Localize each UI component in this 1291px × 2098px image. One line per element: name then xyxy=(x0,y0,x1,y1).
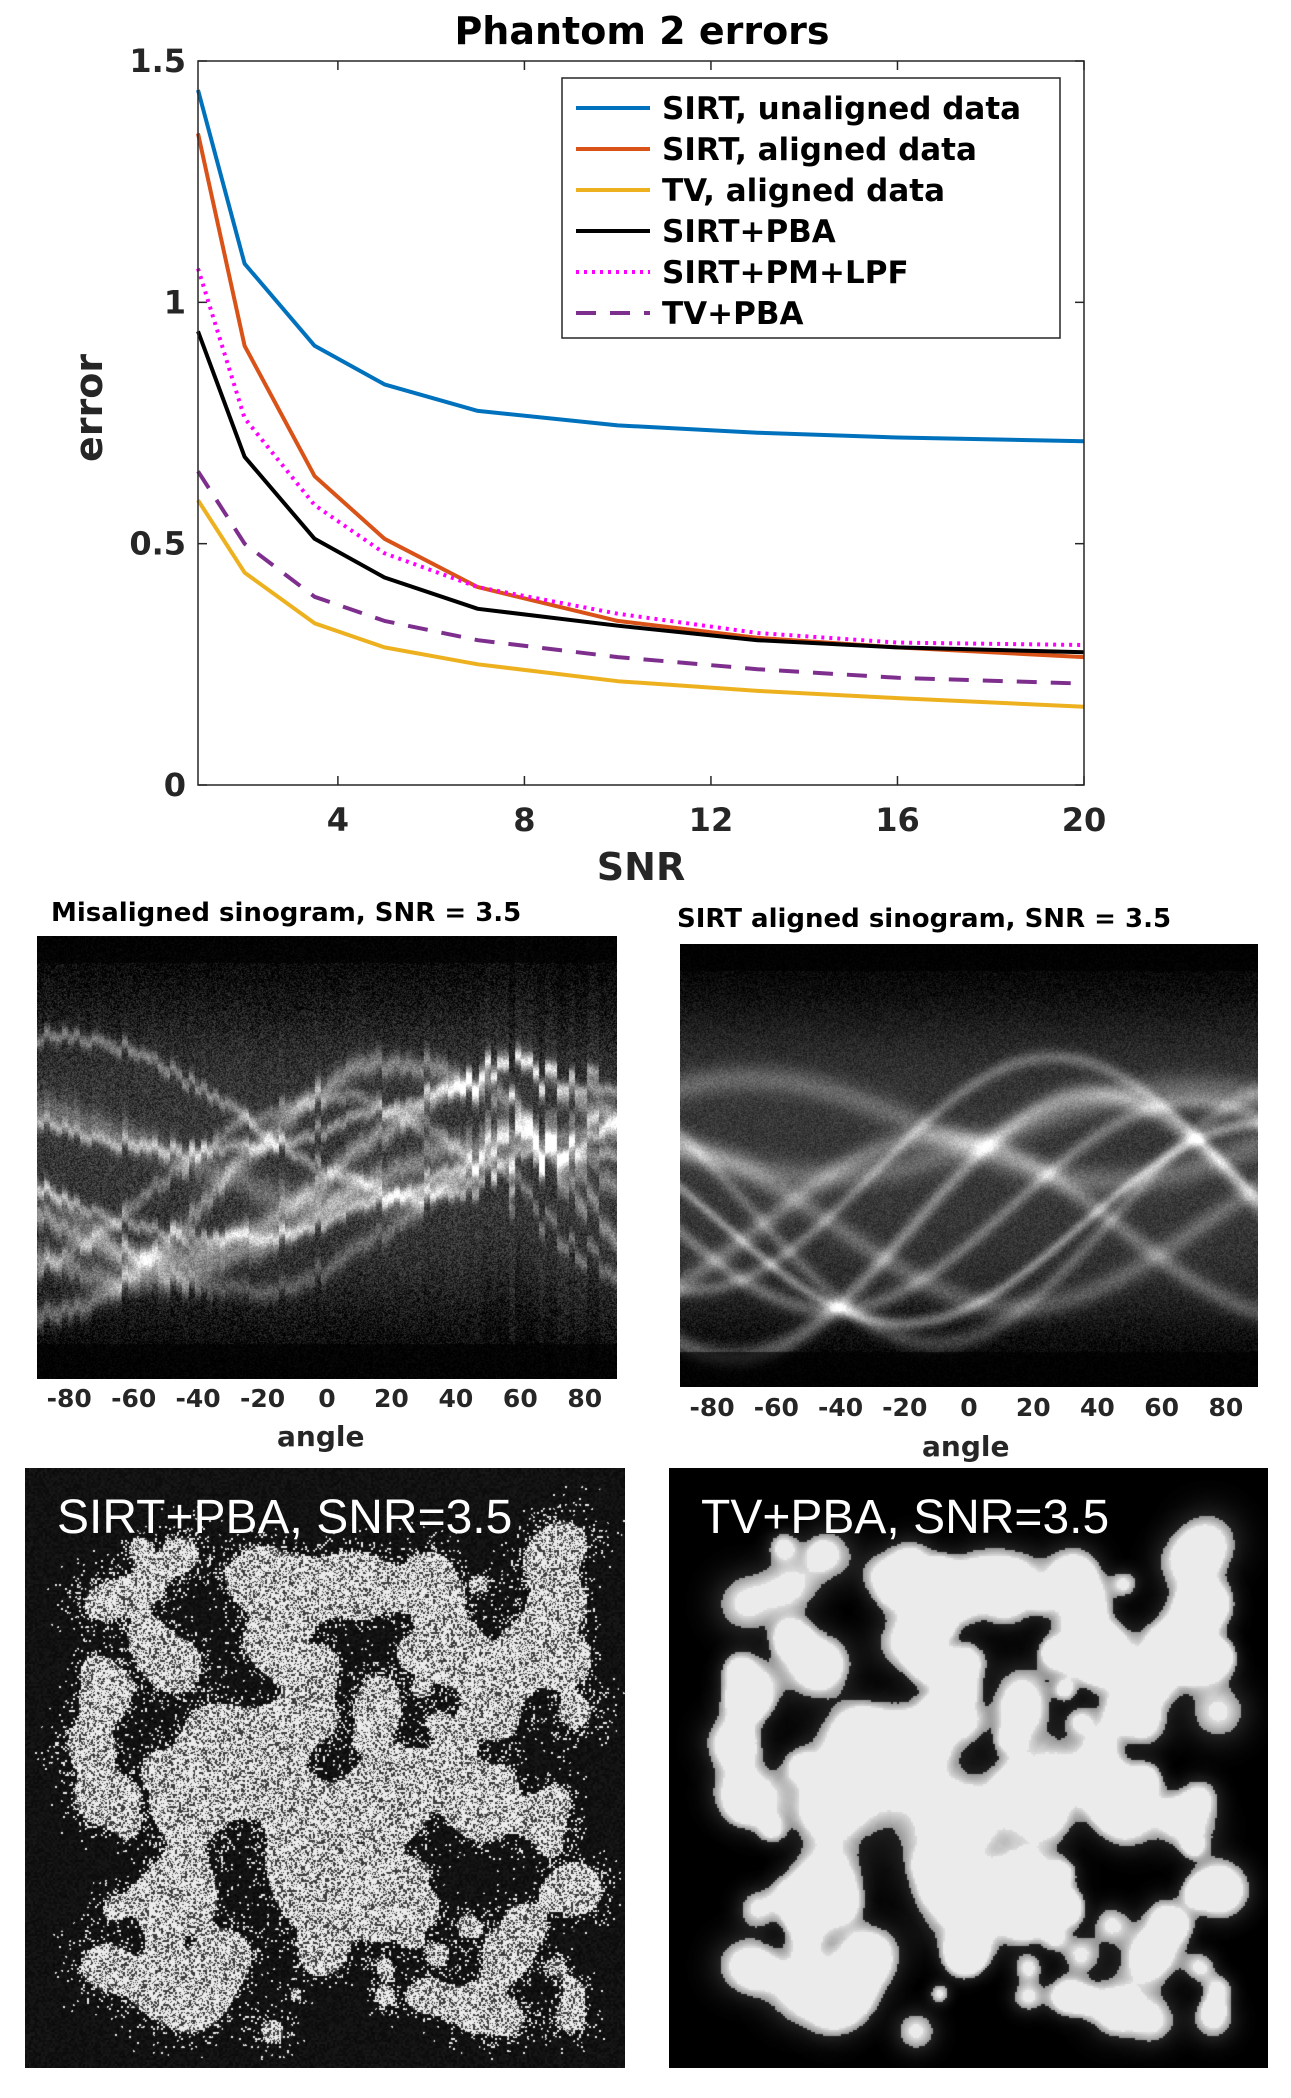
angle-tick-label: -40 xyxy=(817,1393,864,1422)
reconstruction-sirt-pba: SIRT+PBA, SNR=3.5 xyxy=(25,1468,625,2068)
sinogram-left-xlabel: angle xyxy=(277,1420,365,1453)
series-line-6 xyxy=(196,470,1085,686)
legend: SIRT, unaligned data SIRT, aligned data TV… xyxy=(561,77,1061,339)
error-chart: Phantom 2 errors error SNR 4 8 12 16 20 0 0.5 1… xyxy=(0,0,1291,890)
reconstruction-sirt-pba-canvas xyxy=(25,1468,625,2068)
legend-box xyxy=(561,77,1061,339)
angle-tick-label: 40 xyxy=(438,1384,474,1413)
y-tick-label: 0.5 xyxy=(129,525,186,563)
x-tick-label: 16 xyxy=(875,801,920,839)
legend-label: SIRT+PM+LPF xyxy=(662,255,909,291)
reconstruction-tv-pba-label: TV+PBA, SNR=3.5 xyxy=(701,1491,1110,1544)
y-axis-label: error xyxy=(67,354,111,462)
series-line-5 xyxy=(196,267,1085,647)
angle-tick-label: 60 xyxy=(502,1384,538,1413)
angle-tick-label: 60 xyxy=(1144,1393,1180,1422)
angle-tick-label: -80 xyxy=(46,1384,92,1413)
legend-label: SIRT, aligned data xyxy=(662,132,977,168)
series-line-4 xyxy=(196,330,1085,655)
y-tick-label: 0 xyxy=(164,766,186,804)
series-line-1 xyxy=(196,89,1085,444)
legend-label: TV, aligned data xyxy=(662,173,945,209)
reconstruction-sirt-pba-label: SIRT+PBA, SNR=3.5 xyxy=(57,1491,513,1544)
x-tick-label: 12 xyxy=(689,801,734,839)
angle-tick-label: -80 xyxy=(689,1393,735,1422)
chart-title: Phantom 2 errors xyxy=(454,9,829,53)
angle-tick-label: 0 xyxy=(960,1393,978,1422)
legend-label: SIRT+PBA xyxy=(662,214,836,250)
angle-tick-label: -20 xyxy=(239,1384,286,1413)
reconstruction-tv-pba: TV+PBA, SNR=3.5 xyxy=(669,1468,1268,2068)
sinogram-right-title: SIRT aligned sinogram, SNR = 3.5 xyxy=(677,904,1172,934)
reconstruction-tv-pba-canvas xyxy=(669,1468,1268,2068)
angle-tick-label: 80 xyxy=(1208,1393,1244,1422)
plot-frame xyxy=(197,60,1085,786)
angle-tick-label: -60 xyxy=(111,1384,157,1413)
sinogram-left-title: Misaligned sinogram, SNR = 3.5 xyxy=(51,898,522,928)
sinogram-right-ticks: -80 -60 -40 -20 0 20 40 60 80 xyxy=(680,1393,1258,1427)
y-tick-label: 1 xyxy=(164,283,186,321)
angle-tick-label: 80 xyxy=(567,1384,603,1413)
angle-tick-label: 40 xyxy=(1080,1393,1115,1422)
angle-tick-label: -60 xyxy=(753,1393,799,1422)
angle-tick-label: 20 xyxy=(1015,1393,1051,1422)
sinogram-left-ticks: -80 -60 -40 -20 0 20 40 60 80 xyxy=(37,1384,617,1418)
series-line-3 xyxy=(196,499,1085,709)
angle-tick-label: 20 xyxy=(374,1384,409,1413)
sinogram-right-canvas xyxy=(680,944,1258,1387)
x-tick-label: 8 xyxy=(513,801,535,839)
y-tick-label: 1.5 xyxy=(129,42,186,80)
x-tick-label: 20 xyxy=(1062,801,1107,839)
sinogram-left-image xyxy=(37,936,617,1379)
sinogram-right-xlabel: angle xyxy=(922,1430,1010,1463)
error-chart-svg: Phantom 2 errors error SNR 4 8 12 16 20 0 0.5 1… xyxy=(67,9,1107,889)
x-tick-label: 4 xyxy=(327,801,349,839)
sinogram-right-image xyxy=(680,944,1258,1387)
angle-tick-label: 0 xyxy=(318,1384,336,1413)
sinogram-left-canvas xyxy=(37,936,617,1379)
angle-tick-label: -40 xyxy=(175,1384,221,1413)
x-axis-label: SNR xyxy=(597,845,685,889)
legend-label: TV+PBA xyxy=(662,296,803,332)
legend-label: SIRT, unaligned data xyxy=(662,91,1021,127)
angle-tick-label: -20 xyxy=(882,1393,928,1422)
